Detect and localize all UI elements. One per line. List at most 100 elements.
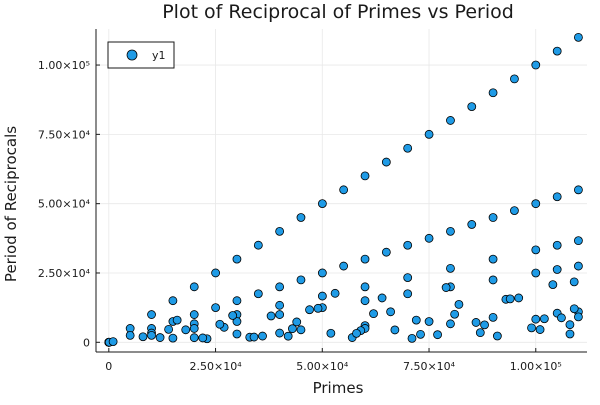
data-point [155,333,165,342]
data-point [189,310,199,319]
data-point [125,330,135,340]
data-point [480,320,489,330]
data-point [317,199,327,209]
data-point [488,88,498,98]
data-point [574,32,583,42]
data-point [527,323,536,333]
data-point [330,288,340,298]
data-point [574,185,583,195]
data-point [253,289,263,299]
data-point [450,309,460,319]
data-point [569,277,579,287]
data-point [514,293,524,303]
x-tick-label: 0 [105,360,112,373]
axes [95,29,587,353]
x-tick-label: 2.50×10⁴ [189,360,242,373]
data-point [552,265,562,274]
data-point [360,282,370,292]
data-point [147,330,156,340]
y-tick-label: 5.00×10⁴ [38,198,91,211]
data-point [565,320,575,330]
data-point [108,337,118,346]
data-point [189,333,199,343]
data-point [539,314,549,324]
data-point [360,171,370,181]
data-point [164,324,174,334]
y-tick-label: 2.50×10⁴ [38,267,91,280]
data-point [565,329,575,339]
data-point [253,240,263,250]
data-point [424,129,434,139]
data-point [198,333,208,343]
data-point [531,199,541,209]
data-point [574,236,583,246]
data-point [369,309,378,319]
data-point [505,294,515,304]
data-point [403,273,413,283]
data-point [381,157,391,167]
data-point [510,206,519,215]
data-point [492,331,502,341]
data-point [352,328,361,338]
data-point [403,240,413,250]
data-point [275,282,285,292]
data-point [574,312,583,322]
y-axis-ticks: 0 2.50×10⁴ 5.00×10⁴ 7.50×10⁴ 1.00×10⁵ [38,59,100,349]
data-point [467,102,477,112]
data-point [403,143,413,153]
data-point [411,315,421,325]
data-point [360,296,370,306]
data-point [232,317,242,326]
data-point [381,247,391,257]
data-point [232,254,242,264]
data-point [471,318,481,327]
data-point [168,296,178,306]
data-point [317,291,327,301]
data-points [104,32,583,347]
data-point [296,213,306,222]
y-tick-label: 7.50×10⁴ [38,128,91,141]
data-point [189,282,199,292]
data-point [360,254,370,264]
data-point [181,325,191,335]
x-axis-ticks: 0 2.50×10⁴ 5.00×10⁴ 7.50×10⁴ 1.00×10⁵ [105,348,562,373]
data-point [446,116,455,125]
x-tick-label: 7.50×10⁴ [403,360,456,373]
data-point [552,46,562,56]
data-point [510,74,519,84]
data-point [326,328,336,338]
legend-box [107,41,175,69]
data-point [557,313,566,323]
data-point [288,324,297,334]
data-point [403,289,413,299]
data-point [552,240,562,250]
x-tick-label: 1.00×10⁵ [510,360,562,373]
data-point [215,319,225,329]
data-point [138,332,148,342]
data-point [531,268,541,278]
data-point [339,185,349,195]
data-point [232,296,242,306]
data-point [433,330,442,340]
x-tick-label: 5.00×10⁴ [296,360,349,373]
data-point [446,319,455,329]
data-point [488,275,498,285]
data-point [283,331,293,341]
grid-lines [96,29,587,352]
data-point [552,192,562,202]
data-point [232,329,242,339]
data-point [313,303,323,313]
data-point [292,317,302,327]
data-point [228,311,238,320]
data-point [386,307,396,317]
y-tick-label: 1.00×10⁵ [38,59,90,72]
data-point [266,311,276,321]
data-point [531,60,541,70]
data-point [407,333,417,343]
data-point [446,263,455,273]
y-tick-label: 0 [83,336,90,349]
data-point [275,310,285,319]
data-point [488,254,498,264]
data-point [275,226,285,236]
